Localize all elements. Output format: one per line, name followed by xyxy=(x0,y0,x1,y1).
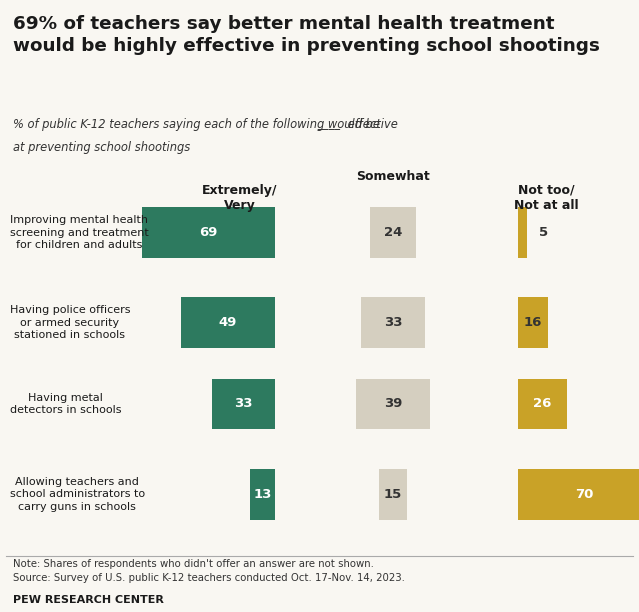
Text: 70: 70 xyxy=(576,488,594,501)
FancyBboxPatch shape xyxy=(362,297,424,348)
Text: Improving mental health
screening and treatment
for children and adults: Improving mental health screening and tr… xyxy=(10,215,148,250)
Text: Note: Shares of respondents who didn't offer an answer are not shown.
Source: Su: Note: Shares of respondents who didn't o… xyxy=(13,559,404,583)
FancyBboxPatch shape xyxy=(250,469,275,520)
Text: 33: 33 xyxy=(234,397,252,411)
Text: 24: 24 xyxy=(384,226,402,239)
FancyBboxPatch shape xyxy=(181,297,275,348)
Text: 26: 26 xyxy=(534,397,551,411)
Text: 13: 13 xyxy=(253,488,272,501)
FancyBboxPatch shape xyxy=(518,379,567,429)
Text: PEW RESEARCH CENTER: PEW RESEARCH CENTER xyxy=(13,595,164,605)
Text: 33: 33 xyxy=(384,316,402,329)
FancyBboxPatch shape xyxy=(212,379,275,429)
Text: 5: 5 xyxy=(539,226,548,239)
Text: 69% of teachers say better mental health treatment
would be highly effective in : 69% of teachers say better mental health… xyxy=(13,15,599,55)
Text: Extremely/
Very: Extremely/ Very xyxy=(202,184,277,212)
FancyBboxPatch shape xyxy=(142,207,275,258)
Text: effective: effective xyxy=(344,118,397,130)
Text: Somewhat: Somewhat xyxy=(356,170,430,183)
FancyBboxPatch shape xyxy=(370,207,416,258)
Text: 39: 39 xyxy=(384,397,402,411)
Text: 49: 49 xyxy=(219,316,237,329)
Text: at preventing school shootings: at preventing school shootings xyxy=(13,141,190,154)
FancyBboxPatch shape xyxy=(518,297,548,348)
FancyBboxPatch shape xyxy=(518,207,527,258)
Text: 69: 69 xyxy=(199,226,218,239)
Text: 16: 16 xyxy=(524,316,542,329)
FancyBboxPatch shape xyxy=(355,379,431,429)
Text: Allowing teachers and
school administrators to
carry guns in schools: Allowing teachers and school administrat… xyxy=(10,477,144,512)
Text: Having police officers
or armed security
stationed in schools: Having police officers or armed security… xyxy=(10,305,130,340)
Text: 15: 15 xyxy=(384,488,402,501)
Text: Having metal
detectors in schools: Having metal detectors in schools xyxy=(10,393,121,415)
FancyBboxPatch shape xyxy=(518,469,639,520)
Text: Not too/
Not at all: Not too/ Not at all xyxy=(514,184,579,212)
FancyBboxPatch shape xyxy=(378,469,408,520)
Text: ____: ____ xyxy=(318,118,341,130)
Text: % of public K-12 teachers saying each of the following would be: % of public K-12 teachers saying each of… xyxy=(13,118,383,130)
